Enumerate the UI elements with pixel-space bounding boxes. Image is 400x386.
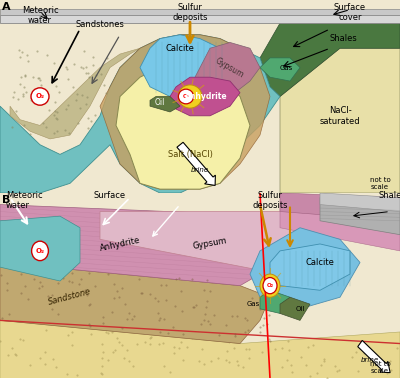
- Text: O₂: O₂: [36, 93, 44, 100]
- Text: Gas: Gas: [280, 64, 293, 71]
- Text: A: A: [2, 2, 11, 12]
- Text: Meteoric
water: Meteoric water: [6, 191, 43, 210]
- Circle shape: [260, 274, 280, 297]
- Circle shape: [178, 89, 194, 104]
- Text: not to
scale: not to scale: [370, 177, 390, 190]
- Text: Surface: Surface: [94, 191, 126, 200]
- Text: Oil: Oil: [155, 98, 165, 107]
- Polygon shape: [0, 205, 300, 286]
- Polygon shape: [190, 42, 260, 106]
- Polygon shape: [280, 193, 400, 221]
- Polygon shape: [0, 216, 80, 281]
- Polygon shape: [280, 48, 400, 193]
- Text: Shales: Shales: [330, 34, 358, 43]
- Text: Shale: Shale: [378, 191, 400, 200]
- Polygon shape: [280, 205, 400, 251]
- Polygon shape: [260, 58, 300, 81]
- Circle shape: [31, 88, 49, 105]
- Polygon shape: [0, 35, 280, 193]
- Text: Anhydrite: Anhydrite: [99, 235, 141, 253]
- FancyArrow shape: [177, 142, 215, 185]
- Text: NaCl-
saturated: NaCl- saturated: [320, 106, 360, 125]
- Polygon shape: [320, 198, 400, 235]
- Text: Gypsum: Gypsum: [214, 56, 246, 79]
- Text: brine: brine: [191, 167, 209, 173]
- Circle shape: [32, 241, 48, 261]
- FancyArrow shape: [358, 340, 390, 372]
- Text: Oil: Oil: [296, 306, 305, 312]
- Text: Calcite: Calcite: [166, 44, 194, 53]
- Text: Sulfur
deposits: Sulfur deposits: [172, 3, 208, 22]
- Polygon shape: [260, 23, 400, 96]
- Text: Salt (NaCl): Salt (NaCl): [168, 150, 212, 159]
- Polygon shape: [116, 64, 250, 189]
- Text: Sandstone: Sandstone: [48, 287, 92, 307]
- Polygon shape: [0, 262, 270, 344]
- Text: Anhydrite: Anhydrite: [185, 92, 227, 101]
- Circle shape: [178, 85, 202, 108]
- Polygon shape: [0, 8, 400, 15]
- Polygon shape: [140, 35, 220, 96]
- Text: O₂: O₂: [182, 94, 190, 99]
- Polygon shape: [170, 77, 240, 116]
- Text: Sulfur
deposits: Sulfur deposits: [252, 191, 288, 210]
- Polygon shape: [0, 193, 400, 378]
- Text: Calcite: Calcite: [306, 258, 334, 267]
- Text: Gas: Gas: [247, 301, 260, 307]
- Polygon shape: [280, 297, 310, 320]
- Polygon shape: [0, 15, 400, 23]
- Text: brine: brine: [361, 357, 379, 363]
- Polygon shape: [0, 0, 400, 193]
- Text: Salt Diapir Caprock
Native Sulfur Deposit: Salt Diapir Caprock Native Sulfur Deposi…: [72, 203, 153, 222]
- Circle shape: [263, 278, 277, 294]
- Text: not to
scale: not to scale: [370, 361, 390, 374]
- Polygon shape: [260, 290, 290, 313]
- Polygon shape: [0, 320, 400, 378]
- Polygon shape: [100, 212, 340, 274]
- Text: B: B: [2, 195, 10, 205]
- Text: Meteoric
water: Meteoric water: [22, 6, 58, 25]
- Text: O₂: O₂: [266, 283, 274, 288]
- Text: Sandstones: Sandstones: [76, 20, 124, 29]
- Text: Gypsum: Gypsum: [192, 237, 228, 251]
- Text: Surface
cover: Surface cover: [334, 3, 366, 22]
- Polygon shape: [100, 35, 270, 189]
- Polygon shape: [250, 228, 360, 309]
- Polygon shape: [320, 193, 400, 212]
- Polygon shape: [150, 96, 180, 112]
- Polygon shape: [270, 244, 350, 290]
- Text: O₂: O₂: [36, 248, 44, 254]
- Polygon shape: [10, 48, 140, 139]
